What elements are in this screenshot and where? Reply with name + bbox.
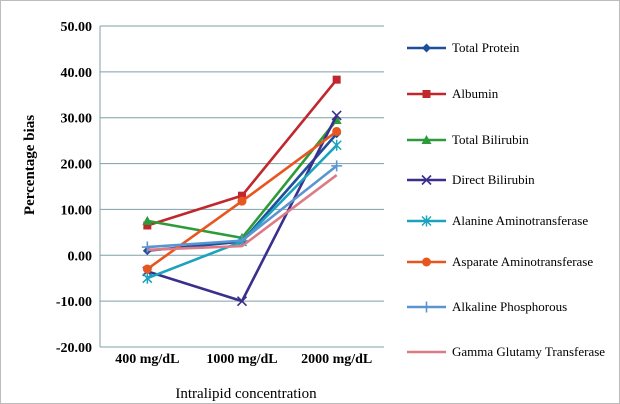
data-point (236, 235, 248, 247)
series-2 (142, 115, 342, 242)
y-tick-label: -20.00 (56, 341, 92, 356)
legend-label: Total Protein (452, 40, 520, 55)
series-6 (141, 160, 343, 253)
legend-label: Alanine Aminotransferase (452, 213, 588, 228)
legend-swatch-marker (421, 174, 432, 186)
legend-swatch-marker (421, 301, 432, 313)
legend-label: Alkaline Phosphorous (452, 299, 567, 314)
data-point (141, 241, 153, 253)
data-point (143, 221, 152, 230)
legend-item: Alanine Aminotransferase (407, 213, 588, 228)
y-tick-label: 30.00 (61, 112, 93, 127)
data-point (142, 215, 153, 225)
data-point (236, 296, 248, 307)
series-line (147, 119, 338, 240)
legend-label: Asparate Aminotransferase (452, 254, 593, 269)
data-point (237, 196, 247, 206)
series-3 (142, 110, 342, 307)
legend-swatch-marker (422, 90, 431, 98)
y-tick-label: 0.00 (68, 249, 93, 264)
legend-swatch-marker (421, 215, 432, 227)
y-tick-label: 50.00 (61, 20, 93, 35)
series-1 (143, 75, 341, 230)
x-axis-title: Intralipid concentration (175, 386, 317, 402)
legend-item: Alkaline Phosphorous (407, 299, 567, 314)
y-tick-label: 10.00 (61, 203, 93, 218)
series-line (147, 173, 338, 252)
legend-swatch-marker (421, 135, 432, 144)
y-tick-labels: -20.00 -10.00 0.00 10.00 20.00 30.00 40.00 50.0… (56, 20, 92, 356)
legend-label: Direct Bilirubin (452, 172, 535, 187)
legend-item: Asparate Aminotransferase (407, 254, 593, 269)
series-group (141, 75, 343, 307)
legend-item: Direct Bilirubin (407, 172, 535, 187)
data-point (331, 139, 342, 151)
legend-item: Gamma Glutamy Transferase (407, 344, 605, 359)
x-tick-label: 400 mg/dL (115, 352, 179, 367)
legend-label: Gamma Glutamy Transferase (452, 344, 605, 359)
data-point (331, 160, 343, 172)
data-point (332, 75, 341, 84)
x-tick-labels: 400 mg/dL 1000 mg/dL 2000 mg/dL (115, 352, 372, 367)
data-point (238, 191, 246, 200)
y-axis-title: Percentage bias (22, 115, 38, 215)
y-tick-label: -10.00 (56, 295, 92, 310)
legend-item: Total Protein (407, 40, 520, 55)
series-5 (142, 126, 342, 274)
legend-item: Total Bilirubin (407, 132, 529, 147)
y-tick-label: 40.00 (61, 66, 93, 81)
data-point (142, 272, 153, 284)
legend-label: Total Bilirubin (452, 132, 529, 147)
data-point (142, 264, 152, 274)
data-point (331, 110, 342, 121)
series-7 (147, 173, 338, 252)
x-tick-label: 1000 mg/dL (206, 352, 277, 367)
data-point (332, 126, 342, 136)
x-tick-label: 2000 mg/dL (301, 352, 372, 367)
legend-item: Albumin (407, 86, 499, 101)
series-line (146, 114, 338, 303)
legend-swatch-marker (422, 257, 431, 267)
legend: Total Protein Albumin Total Bilirubin Direc… (407, 40, 605, 359)
legend-swatch-marker (422, 43, 431, 53)
legend-label: Albumin (452, 86, 499, 101)
y-tick-label: 20.00 (61, 158, 93, 173)
